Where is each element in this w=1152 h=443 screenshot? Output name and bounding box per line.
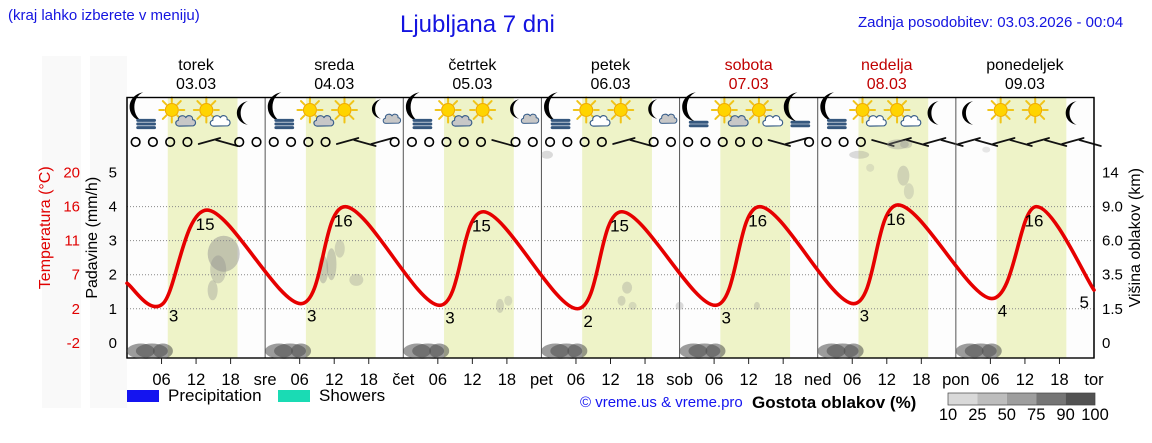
svg-text:2: 2 [109,267,117,284]
svg-text:20: 20 [63,165,80,182]
svg-text:16: 16 [63,199,80,216]
svg-text:pon: pon [942,371,970,389]
svg-text:Temperatura (°C): Temperatura (°C) [37,166,54,289]
svg-text:1.5: 1.5 [1102,301,1123,318]
svg-text:4: 4 [109,199,117,216]
svg-text:06: 06 [705,371,723,389]
svg-text:čet: čet [392,371,414,389]
svg-text:12: 12 [1016,371,1034,389]
svg-text:sob: sob [666,371,693,389]
svg-text:2: 2 [583,312,592,331]
svg-text:90: 90 [1056,406,1074,424]
svg-text:5: 5 [1080,293,1089,312]
svg-text:75: 75 [1027,406,1045,424]
svg-text:16: 16 [334,212,353,231]
svg-text:14: 14 [1102,165,1119,182]
svg-text:16: 16 [886,210,905,229]
svg-text:Precipitation: Precipitation [168,386,262,405]
svg-text:ned: ned [804,371,832,389]
svg-text:1: 1 [109,301,117,318]
svg-text:7: 7 [72,267,80,284]
svg-text:-2: -2 [67,335,80,352]
svg-text:9.0: 9.0 [1102,199,1123,216]
svg-text:3: 3 [307,307,316,326]
svg-text:0: 0 [1102,335,1110,352]
svg-text:3: 3 [721,308,730,327]
svg-text:3: 3 [860,307,869,326]
svg-text:15: 15 [610,217,629,236]
svg-text:3: 3 [445,308,454,327]
svg-text:06: 06 [290,371,308,389]
svg-text:4: 4 [998,302,1007,321]
svg-text:Showers: Showers [319,386,385,405]
svg-text:3: 3 [169,307,178,326]
svg-text:pet: pet [530,371,553,389]
svg-text:50: 50 [998,406,1016,424]
svg-text:18: 18 [498,371,516,389]
svg-text:Padavine (mm/h): Padavine (mm/h) [84,177,101,299]
svg-text:18: 18 [636,371,654,389]
svg-text:10: 10 [939,406,957,424]
svg-text:0: 0 [109,335,117,352]
svg-text:tor: tor [1084,371,1104,389]
svg-text:3: 3 [109,233,117,250]
svg-text:100: 100 [1081,406,1109,424]
svg-text:18: 18 [1050,371,1068,389]
svg-text:15: 15 [472,217,491,236]
svg-text:12: 12 [739,371,757,389]
svg-text:06: 06 [567,371,585,389]
svg-text:06: 06 [981,371,999,389]
svg-text:16: 16 [748,212,767,231]
svg-text:2: 2 [72,301,80,318]
svg-text:18: 18 [912,371,930,389]
svg-text:15: 15 [196,215,215,234]
svg-text:5: 5 [109,165,117,182]
svg-text:16: 16 [1025,212,1044,231]
svg-text:11: 11 [64,233,80,250]
svg-text:25: 25 [968,406,986,424]
svg-text:Višina oblakov (km): Višina oblakov (km) [1127,168,1144,307]
svg-text:06: 06 [843,371,861,389]
svg-text:6.0: 6.0 [1102,233,1123,250]
svg-text:06: 06 [429,371,447,389]
svg-text:Gostota oblakov (%): Gostota oblakov (%) [752,393,916,412]
svg-text:© vreme.us & vreme.pro: © vreme.us & vreme.pro [580,394,743,411]
svg-text:12: 12 [601,371,619,389]
svg-text:18: 18 [774,371,792,389]
svg-text:3.5: 3.5 [1102,267,1123,284]
svg-text:12: 12 [878,371,896,389]
svg-text:12: 12 [463,371,481,389]
